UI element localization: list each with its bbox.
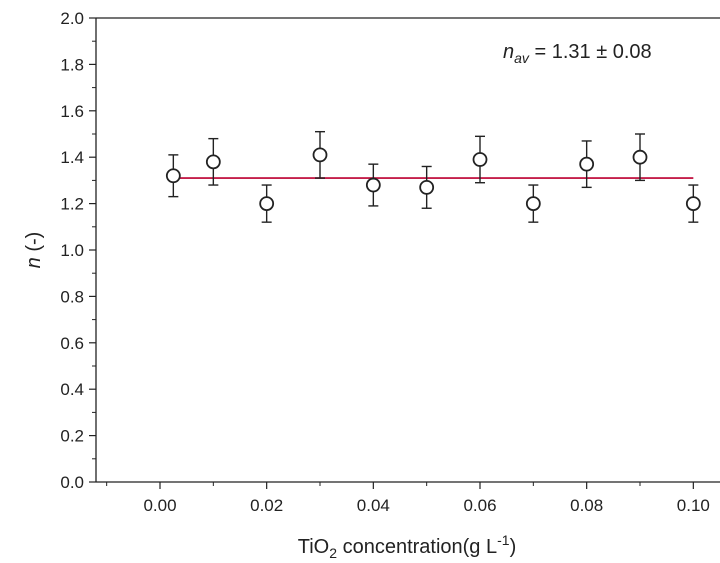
data-point xyxy=(165,168,181,184)
y-axis-title-unit: (-) xyxy=(23,232,45,258)
data-point xyxy=(525,196,541,212)
x-axis-title-text: concentration(g L xyxy=(337,536,497,558)
y-tick-label: 0.6 xyxy=(60,334,84,353)
y-tick-label: 1.0 xyxy=(60,241,84,260)
axes: 0.0 0.2 0.4 0.6 0.8 1.0 1.2 1.4 1.6 1.8 2.0 0.00 0.0… xyxy=(60,9,720,515)
y-tick-label: 0.2 xyxy=(60,427,84,446)
y-tick-label: 2.0 xyxy=(60,9,84,28)
y-tick-label: 1.6 xyxy=(60,102,84,121)
data-point xyxy=(259,196,275,212)
y-tick-label: 1.4 xyxy=(60,148,84,167)
y-axis-title-symbol: n xyxy=(23,257,45,268)
data-point xyxy=(472,152,488,167)
x-tick-label: 0.08 xyxy=(570,496,603,515)
data-point xyxy=(579,156,595,172)
average-annotation: nav = 1.31 ± 0.08 xyxy=(503,41,652,66)
data-point xyxy=(312,147,328,163)
y-tick-label: 0.0 xyxy=(60,473,84,492)
data-point xyxy=(365,177,381,193)
data-series xyxy=(165,130,701,223)
x-tick-label: 0.10 xyxy=(677,496,710,515)
y-tick-label: 1.8 xyxy=(60,55,84,74)
x-axis-title-subscript: 2 xyxy=(329,545,337,561)
annotation-value: = 1.31 ± 0.08 xyxy=(529,41,652,63)
annotation-symbol: n xyxy=(503,41,514,63)
x-tick-label: 0.06 xyxy=(463,496,496,515)
y-tick-label: 0.4 xyxy=(60,380,84,399)
y-tick-label: 0.8 xyxy=(60,287,84,306)
y-axis-title: n (-) xyxy=(23,232,45,269)
data-point xyxy=(632,149,648,165)
annotation-subscript: av xyxy=(514,50,530,66)
y-tick-label: 1.2 xyxy=(60,195,84,214)
data-point xyxy=(419,179,435,195)
x-axis-title-main: TiO xyxy=(298,536,329,558)
x-axis-title: TiO2 concentration(g L-1) xyxy=(298,532,517,561)
x-axis-title-close: ) xyxy=(510,536,517,558)
x-tick-label: 0.04 xyxy=(357,496,390,515)
x-axis-title-superscript: -1 xyxy=(497,532,510,548)
data-point xyxy=(205,154,221,170)
x-tick-label: 0.00 xyxy=(143,496,176,515)
data-point xyxy=(685,196,701,212)
x-tick-label: 0.02 xyxy=(250,496,283,515)
